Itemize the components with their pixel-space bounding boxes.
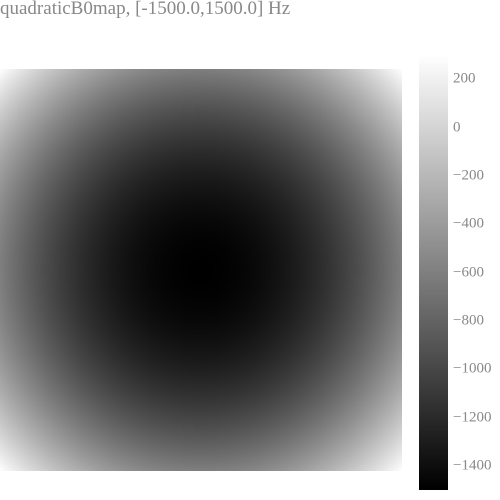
colorbar-tick-label: 200 — [453, 70, 476, 87]
colorbar-tick-label: −400 — [453, 215, 484, 232]
b0-map-heatmap — [0, 69, 402, 471]
colorbar-tick-label: −1200 — [453, 409, 492, 425]
colorbar-tick-label: −200 — [453, 167, 484, 184]
colorbar — [419, 55, 448, 490]
colorbar-tick-label: −600 — [453, 264, 484, 280]
colorbar-tick-label: −1400 — [453, 457, 492, 474]
colorbar-tick-label: 0 — [453, 119, 461, 135]
colorbar-tick-label: −1000 — [453, 360, 492, 377]
colorbar-tick-label: −800 — [453, 312, 484, 329]
chart-title: quadraticB0map, [-1500.0,1500.0] Hz — [0, 0, 291, 19]
colorbar-tick-labels: 200 0 −200 −400 −600 −800 −1000 −1200 −1400 — [453, 0, 500, 500]
heatmap-image — [0, 69, 402, 471]
